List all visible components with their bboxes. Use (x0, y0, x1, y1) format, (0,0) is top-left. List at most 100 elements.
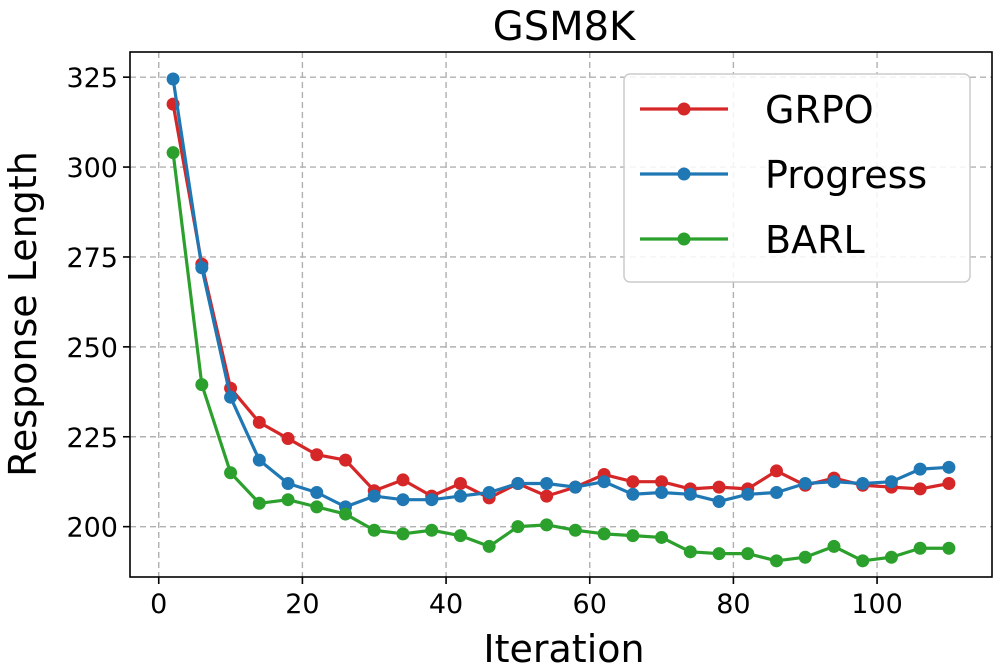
data-point (252, 415, 266, 429)
legend-item-progress: Progress (640, 153, 927, 197)
legend-item-grpo: GRPO (640, 88, 874, 132)
data-point (568, 480, 582, 494)
data-point (856, 554, 870, 568)
data-point (712, 494, 726, 508)
data-point (425, 493, 439, 507)
data-point (942, 541, 956, 555)
plot-frame (129, 51, 993, 578)
data-point (453, 477, 467, 491)
legend-label: GRPO (765, 88, 874, 132)
legend-marker (677, 102, 691, 116)
data-point (195, 261, 209, 275)
y-tick-label: 250 (66, 333, 118, 364)
data-point (568, 523, 582, 537)
series-progress (166, 72, 956, 514)
data-point (367, 489, 381, 503)
x-tick-label: 0 (150, 589, 167, 620)
data-point (770, 554, 783, 568)
data-point (540, 489, 554, 503)
data-point (798, 477, 812, 491)
y-tick-label: 200 (66, 513, 118, 544)
data-point (884, 550, 898, 564)
data-point (281, 493, 295, 507)
data-point (224, 466, 238, 480)
data-point (511, 520, 525, 534)
x-tick-label: 80 (716, 589, 750, 620)
series-barl (166, 146, 956, 568)
chart-title: GSM8K (493, 4, 637, 50)
ticks: 0 20 40 60 80 100 200 225 250 275 300 325 (66, 63, 902, 620)
data-point (166, 146, 180, 160)
data-point (683, 545, 697, 559)
data-point (597, 475, 611, 489)
data-point (540, 477, 554, 491)
y-tick-label: 225 (66, 423, 118, 454)
data-point (655, 530, 669, 544)
data-point (425, 523, 439, 537)
data-point (798, 550, 812, 564)
data-point (770, 485, 783, 499)
series-line (171, 78, 949, 509)
data-point (453, 529, 467, 543)
data-point (482, 485, 496, 499)
legend-label: BARL (765, 218, 865, 262)
series-line (171, 152, 949, 563)
data-point (626, 475, 640, 489)
data-point (453, 489, 467, 503)
data-point (310, 500, 324, 514)
data-point (281, 477, 295, 491)
data-point (913, 462, 927, 476)
data-point (597, 527, 611, 541)
series-layer (166, 72, 956, 568)
legend-marker (677, 167, 691, 181)
data-point (310, 485, 324, 499)
data-point (482, 539, 496, 553)
data-point (224, 390, 238, 404)
data-point (511, 477, 525, 491)
y-tick-label: 275 (66, 243, 118, 274)
x-tick-label: 100 (851, 589, 903, 620)
data-point (913, 482, 927, 496)
data-point (712, 480, 726, 494)
data-point (252, 453, 266, 467)
data-point (712, 547, 726, 561)
y-tick-label: 300 (66, 153, 118, 184)
data-point (942, 477, 956, 491)
data-point (884, 475, 898, 489)
data-point (339, 453, 352, 467)
data-point (281, 432, 295, 446)
data-point (166, 72, 180, 86)
data-point (396, 527, 410, 541)
legend-box (623, 73, 971, 283)
data-point (856, 477, 870, 491)
data-point (770, 464, 783, 478)
data-point (396, 493, 410, 507)
legend-item-barl: BARL (640, 218, 865, 262)
legend-marker (677, 232, 691, 246)
data-point (913, 541, 927, 555)
data-point (827, 539, 841, 553)
data-point (396, 473, 410, 487)
legend-label: Progress (765, 153, 927, 197)
data-point (683, 487, 697, 501)
data-point (252, 496, 266, 510)
data-point (310, 448, 324, 462)
data-point (626, 529, 640, 543)
data-point (626, 487, 640, 501)
data-point (655, 475, 669, 489)
data-point (741, 487, 755, 501)
y-axis-label: Response Length (1, 151, 45, 477)
data-point (195, 378, 209, 392)
data-point (942, 460, 956, 474)
data-point (367, 523, 381, 537)
x-tick-label: 60 (573, 589, 607, 620)
x-tick-label: 20 (285, 589, 319, 620)
data-point (540, 518, 554, 532)
data-point (339, 507, 352, 521)
legend: GRPO Progress BARL (623, 73, 971, 283)
y-tick-label: 325 (66, 63, 118, 94)
x-tick-label: 40 (429, 589, 463, 620)
data-point (827, 475, 841, 489)
x-axis-label: Iteration (483, 627, 644, 669)
